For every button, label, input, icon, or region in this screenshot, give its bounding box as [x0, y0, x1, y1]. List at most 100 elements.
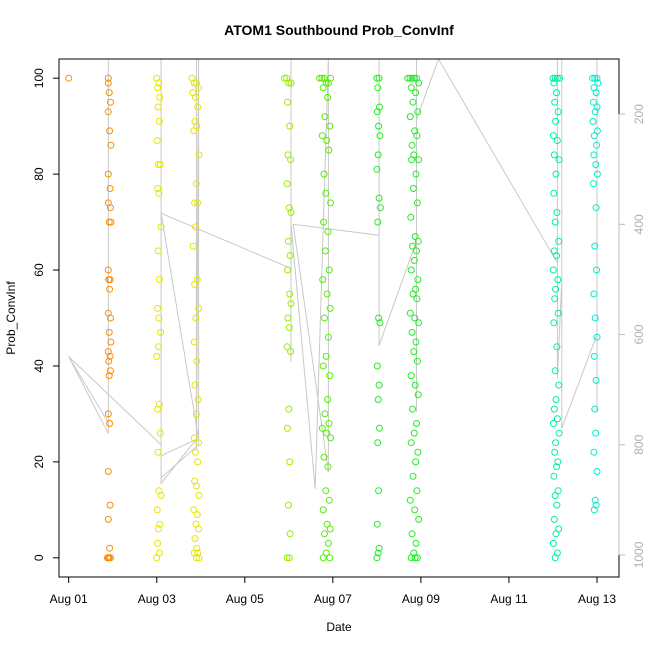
x-tick-label: Aug 07 [314, 592, 352, 606]
data-point [411, 554, 419, 562]
data-point [106, 185, 114, 192]
data-point [106, 127, 114, 135]
data-point [284, 237, 292, 245]
data-point [157, 492, 165, 499]
data-point [553, 463, 560, 471]
data-point [189, 242, 197, 250]
data-point [104, 170, 112, 178]
data-point [589, 74, 597, 82]
data-point [591, 108, 599, 116]
data-point [320, 170, 328, 178]
data-point [319, 506, 327, 514]
data-point [326, 525, 334, 533]
y2-tick-label: 1000 [632, 541, 646, 568]
data-point [592, 161, 600, 168]
data-point [154, 405, 162, 413]
data-point [316, 74, 324, 82]
data-point [409, 185, 417, 192]
data-point [549, 132, 557, 140]
data-point [192, 180, 200, 188]
data-point [319, 362, 327, 370]
data-point [555, 429, 563, 437]
data-point [555, 156, 563, 164]
x-tick-label: Aug 09 [402, 592, 440, 606]
x-tick-label: Aug 13 [578, 592, 616, 606]
data-point [373, 165, 381, 173]
x-axis-label: Date [326, 620, 352, 634]
series-1 [65, 74, 115, 562]
data-point [409, 405, 416, 413]
data-point [283, 554, 291, 562]
data-point [553, 209, 561, 216]
data-point [412, 458, 420, 466]
data-point [284, 501, 292, 509]
data-point [106, 544, 114, 552]
data-point [593, 103, 601, 111]
data-point [414, 108, 422, 116]
data-point [285, 204, 293, 212]
data-point [551, 448, 559, 456]
data-point [374, 396, 382, 403]
y-axis-label: Prob_ConvInf [4, 281, 18, 355]
data-point [195, 304, 203, 312]
data-point [554, 458, 562, 466]
right-depth-axis: 200 400 600 800 1000 [618, 104, 646, 568]
data-point [324, 228, 332, 236]
data-point [190, 127, 198, 135]
data-point [154, 185, 162, 192]
data-point [408, 141, 416, 149]
data-point [590, 151, 598, 159]
data-point [193, 511, 201, 519]
data-point [593, 127, 601, 135]
data-point [373, 520, 381, 528]
data-point [107, 218, 115, 226]
data-point [593, 74, 601, 82]
series-6 [549, 74, 564, 562]
data-point [410, 256, 418, 264]
data-point [318, 74, 326, 82]
data-point [373, 74, 381, 82]
data-point [376, 132, 384, 140]
data-point [553, 343, 561, 351]
data-point [552, 285, 560, 293]
data-point [318, 132, 326, 140]
data-point [551, 492, 559, 499]
data-point [155, 79, 163, 87]
data-point [549, 420, 557, 427]
data-point [411, 381, 419, 389]
data-point [320, 453, 328, 461]
data-point [286, 530, 294, 538]
data-point [105, 89, 113, 97]
data-point [285, 79, 293, 87]
data-point [190, 79, 198, 87]
data-point [549, 74, 557, 82]
data-point [324, 93, 332, 101]
data-point [322, 487, 330, 495]
data-point [326, 554, 334, 562]
data-point [287, 156, 295, 164]
data-point [410, 74, 418, 82]
data-point [192, 448, 199, 456]
plot-frame [58, 58, 620, 578]
data-point [107, 367, 114, 375]
data-point [549, 539, 557, 547]
data-point [287, 79, 295, 87]
x-tick-label: Aug 03 [138, 592, 176, 606]
data-point [192, 314, 200, 322]
data-point [325, 266, 333, 274]
data-point [286, 122, 294, 130]
data-point [106, 352, 114, 360]
depth-trace-layer [68, 57, 598, 489]
data-point [104, 348, 112, 356]
data-point [285, 324, 293, 332]
data-point [157, 223, 165, 231]
data-point [376, 319, 384, 327]
data-point [191, 280, 199, 288]
data-point [155, 400, 163, 408]
data-point [413, 487, 421, 495]
data-point [107, 204, 114, 212]
series-2 [153, 74, 203, 562]
y-tick-label: 100 [32, 68, 46, 88]
data-point [284, 314, 292, 322]
data-point [551, 554, 559, 562]
